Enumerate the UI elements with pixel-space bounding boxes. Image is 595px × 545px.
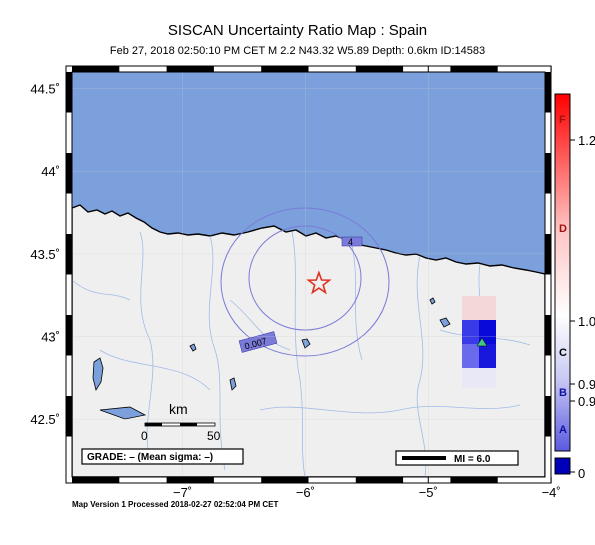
lat-label: 42.5˚ — [30, 412, 60, 427]
frame-bar-right — [545, 234, 551, 275]
processing-footer: Map Version 1 Processed 2018-02-27 02:52… — [72, 500, 279, 509]
frame-bar-top — [261, 66, 309, 72]
frame-bar-right — [545, 315, 551, 356]
frame-bar-top — [450, 66, 498, 72]
colorbar-letter-d: D — [559, 223, 567, 235]
colorbar: F D C B A 1.2 1.0 0.9 0.9 0 — [554, 93, 595, 481]
frame-bar-bottom — [166, 477, 214, 483]
map-graticule — [72, 72, 545, 477]
scale-bar-unit: km — [169, 401, 188, 417]
latitude-labels: 44.5˚ 44˚ 43.5˚ 43˚ 42.5˚ — [30, 82, 60, 428]
event-subtitle: Feb 27, 2018 02:50:10 PM CET M 2.2 N43.3… — [109, 45, 486, 57]
frame-bar-bottom — [355, 477, 404, 483]
frame-bar-left — [66, 72, 72, 113]
lat-label: 44˚ — [41, 164, 60, 179]
map-title: SISCAN Uncertainty Ratio Map : Spain — [167, 22, 428, 39]
colorbar-letter-a: A — [559, 424, 567, 436]
colorbar-letter-b: B — [559, 387, 567, 399]
colorbar-value-2: 1.0 — [578, 314, 595, 329]
grade-box: GRADE: – (Mean sigma: –) — [81, 448, 244, 465]
frame-bar-left — [66, 315, 72, 356]
colorbar-letter-f: F — [559, 114, 566, 126]
colorbar-value-4: 0.9 — [578, 394, 595, 409]
longitude-labels: −7˚ −6˚ −5˚ −4˚ — [173, 485, 561, 500]
colorbar-value-3: 0.9 — [578, 377, 595, 392]
lakes — [92, 297, 451, 420]
epicenter-star-icon — [306, 270, 332, 295]
lon-label: −4˚ — [542, 485, 561, 500]
uncertainty-contours — [220, 207, 390, 357]
grade-text: GRADE: – (Mean sigma: –) — [87, 452, 213, 463]
station-triangle-icon — [476, 337, 488, 347]
frame-bar-bottom — [450, 477, 498, 483]
lon-label: −5˚ — [419, 485, 438, 500]
mi-text: MI = 6.0 — [454, 454, 491, 465]
mi-box: MI = 6.0 — [395, 450, 519, 466]
frame-bar-top — [355, 66, 404, 72]
frame-bar-top — [166, 66, 214, 72]
lat-label: 43.5˚ — [30, 247, 60, 262]
frame-bar-left — [66, 234, 72, 275]
lat-label: 44.5˚ — [30, 82, 60, 97]
lat-label: 43˚ — [41, 329, 60, 344]
frame-bar-left — [66, 396, 72, 437]
frame-bar-right — [545, 153, 551, 194]
frame-ticks — [66, 66, 552, 483]
scale-bar-fifty: 50 — [207, 429, 221, 443]
lon-label: −7˚ — [173, 485, 192, 500]
contour-label-4: 4 — [348, 237, 353, 247]
scale-bar: km 0 50 — [141, 401, 221, 443]
frame-bar-right — [545, 72, 551, 113]
colorbar-value-1: 1.2 — [578, 133, 595, 148]
frame-bar-right — [545, 396, 551, 437]
contour-label-small: 4 — [341, 236, 363, 247]
frame-bar-left — [66, 153, 72, 194]
frame-bar-top — [72, 66, 120, 72]
lon-label: −6˚ — [296, 485, 315, 500]
colorbar-value-5: 0 — [578, 466, 585, 481]
colorbar-letter-c: C — [559, 347, 567, 359]
uncertainty-grid — [462, 296, 496, 388]
frame-bar-bottom — [261, 477, 309, 483]
scale-bar-zero: 0 — [141, 429, 148, 443]
frame-bar-bottom — [72, 477, 120, 483]
